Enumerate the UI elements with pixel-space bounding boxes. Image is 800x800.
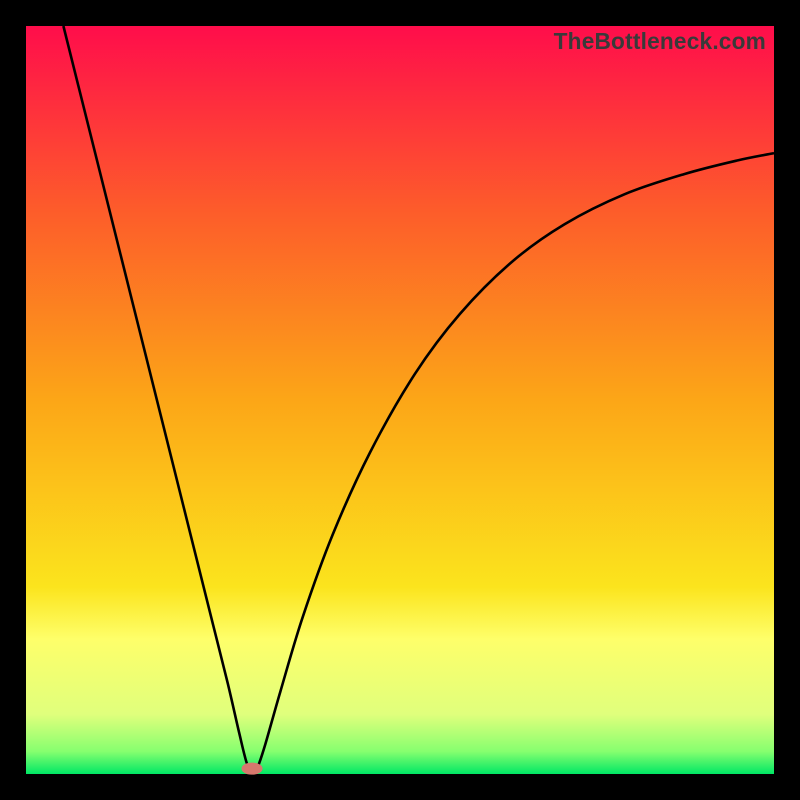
plot-area: TheBottleneck.com	[26, 26, 774, 774]
curve-path	[63, 26, 774, 774]
outer-frame: TheBottleneck.com	[0, 0, 800, 800]
bottleneck-curve	[26, 26, 774, 774]
optimal-point-marker	[241, 762, 262, 775]
